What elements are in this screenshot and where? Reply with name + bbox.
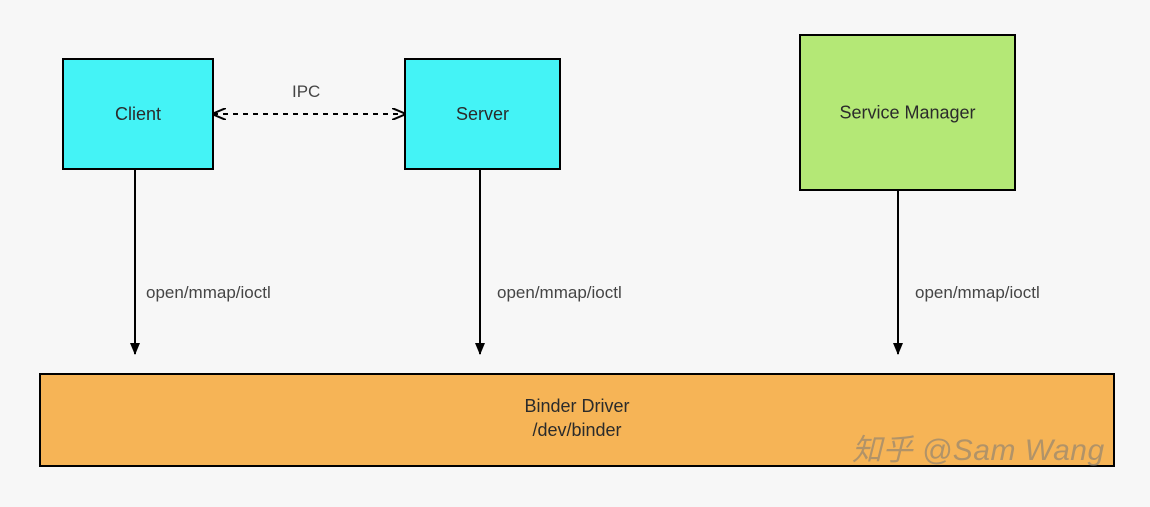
client-to-driver-edge: open/mmap/ioctl	[135, 169, 271, 354]
sm-to-driver-edge: open/mmap/ioctl	[898, 190, 1040, 354]
server-label: Server	[456, 104, 509, 124]
binder-driver-title: Binder Driver	[524, 396, 629, 416]
sm-arrow-label: open/mmap/ioctl	[915, 283, 1040, 302]
watermark-text: 知乎 @Sam Wang	[852, 434, 1105, 467]
server-arrow-label: open/mmap/ioctl	[497, 283, 622, 302]
binder-architecture-diagram: Client Server Service Manager Binder Dri…	[0, 0, 1150, 507]
binder-driver-subtitle: /dev/binder	[532, 420, 621, 440]
client-arrow-label: open/mmap/ioctl	[146, 283, 271, 302]
ipc-label: IPC	[292, 82, 320, 101]
ipc-edge: IPC	[213, 82, 405, 114]
client-node: Client	[63, 59, 213, 169]
client-label: Client	[115, 104, 161, 124]
service-manager-node: Service Manager	[800, 35, 1015, 190]
service-manager-label: Service Manager	[839, 102, 975, 122]
server-to-driver-edge: open/mmap/ioctl	[480, 169, 622, 354]
server-node: Server	[405, 59, 560, 169]
